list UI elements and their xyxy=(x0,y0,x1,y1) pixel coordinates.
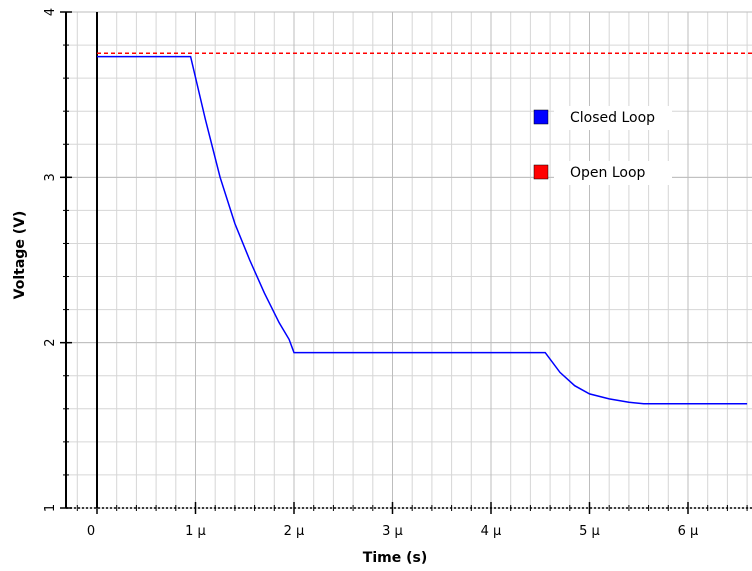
legend: Closed Loop Open Loop xyxy=(533,106,672,185)
y-tick-label: 3 xyxy=(43,173,58,181)
x-tick-label: 3 µ xyxy=(382,524,403,539)
ticks: 1 2 3 4 0 1 µ 2 µ 3 µ 4 µ 5 µ 6 µ xyxy=(43,8,748,539)
y-tick-label: 1 xyxy=(43,504,58,512)
legend-label-background xyxy=(554,106,672,130)
x-tick-label: 5 µ xyxy=(579,524,600,539)
x-tick-label: 4 µ xyxy=(481,524,502,539)
x-tick-label: 0 xyxy=(87,524,95,539)
y-tick-label: 4 xyxy=(43,8,58,16)
x-tick-label: 2 µ xyxy=(284,524,305,539)
legend-label: Open Loop xyxy=(570,165,646,181)
y-tick-label: 2 xyxy=(43,339,58,347)
x-axis-label: Time (s) xyxy=(363,550,427,566)
grid xyxy=(66,11,752,509)
legend-label: Closed Loop xyxy=(570,110,655,126)
legend-swatch xyxy=(533,109,549,125)
x-tick-label: 1 µ xyxy=(185,524,206,539)
y-axis-label: Voltage (V) xyxy=(12,211,28,300)
closed-loop-series-line xyxy=(97,55,748,405)
legend-swatch xyxy=(533,164,549,180)
axes xyxy=(65,12,752,509)
series xyxy=(97,52,752,405)
legend-label-background xyxy=(554,161,672,185)
x-tick-label: 6 µ xyxy=(678,524,699,539)
